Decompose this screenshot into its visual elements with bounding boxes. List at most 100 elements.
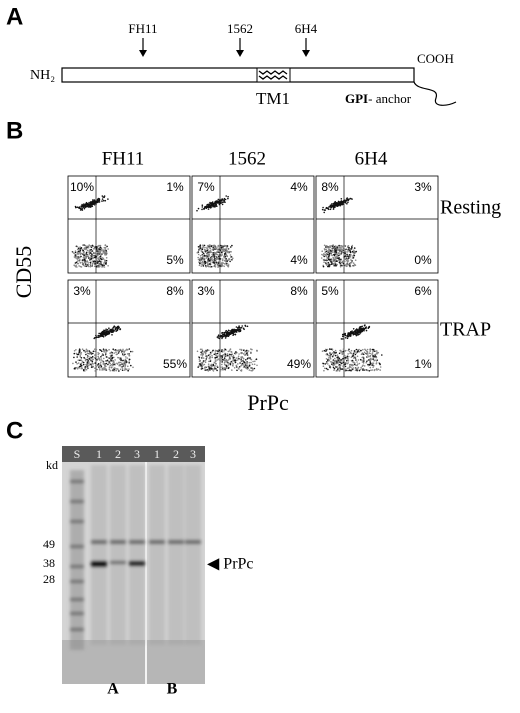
- event-dot: [119, 358, 121, 360]
- event-dot: [229, 250, 232, 253]
- event-dot: [321, 250, 324, 252]
- event-dot: [342, 350, 345, 353]
- event-dot: [207, 244, 209, 247]
- event-dot: [349, 197, 351, 200]
- event-dot: [218, 354, 220, 357]
- event-dot: [217, 246, 219, 248]
- event-dot: [248, 369, 251, 371]
- event-dot: [371, 364, 374, 366]
- event-dot: [91, 256, 94, 258]
- event-dot: [343, 265, 346, 268]
- event-dot: [366, 369, 369, 372]
- event-dot: [93, 337, 95, 340]
- event-dot: [371, 362, 374, 365]
- event-dot: [72, 251, 74, 254]
- event-dot: [341, 368, 344, 370]
- quadrant-percent: 49%: [287, 357, 311, 371]
- event-dot: [335, 264, 337, 267]
- event-dot: [226, 255, 229, 258]
- event-dot: [246, 352, 248, 355]
- event-dot: [95, 334, 97, 337]
- event-dot: [111, 354, 113, 357]
- event-dot: [90, 265, 93, 268]
- event-dot: [79, 253, 82, 256]
- event-dot: [128, 360, 130, 362]
- event-dot: [347, 332, 350, 334]
- event-dot: [241, 356, 244, 358]
- event-dot: [208, 246, 211, 249]
- event-dot: [89, 254, 92, 257]
- event-dot: [198, 264, 201, 267]
- event-dot: [219, 366, 222, 369]
- event-dot: [357, 333, 360, 336]
- event-dot: [348, 257, 351, 259]
- prpc-band: [91, 561, 107, 567]
- event-dot: [232, 332, 234, 334]
- event-dot: [95, 254, 98, 256]
- event-dot: [338, 370, 341, 372]
- event-dot: [219, 249, 222, 251]
- event-dot: [103, 332, 106, 335]
- event-dot: [323, 253, 325, 255]
- event-dot: [218, 203, 221, 206]
- gpi-anchor-line: [413, 81, 457, 106]
- event-dot: [206, 349, 209, 351]
- event-dot: [116, 353, 118, 356]
- event-dot: [95, 203, 97, 205]
- event-dot: [333, 264, 336, 267]
- event-dot: [222, 334, 225, 336]
- event-dot: [345, 198, 348, 200]
- event-dot: [126, 361, 128, 363]
- event-dot: [84, 358, 87, 361]
- event-dot: [223, 353, 225, 356]
- lane-smear: [185, 465, 201, 645]
- event-dot: [327, 248, 330, 250]
- event-dot: [95, 247, 98, 249]
- event-dot: [81, 259, 84, 261]
- event-dot: [330, 252, 333, 254]
- event-dot: [342, 262, 345, 265]
- event-dot: [337, 362, 339, 365]
- event-dot: [347, 335, 350, 338]
- event-dot: [253, 367, 256, 370]
- event-dot: [207, 260, 209, 263]
- event-dot: [98, 332, 100, 335]
- event-dot: [220, 350, 223, 353]
- event-dot: [103, 196, 105, 199]
- event-dot: [221, 358, 224, 361]
- event-dot: [92, 260, 95, 263]
- event-dot: [113, 356, 115, 359]
- event-dot: [248, 361, 251, 364]
- event-dot: [89, 259, 91, 261]
- event-dot: [82, 249, 84, 252]
- event-dot: [203, 260, 206, 263]
- event-dot: [245, 365, 248, 368]
- event-dot: [242, 358, 245, 360]
- event-dot: [201, 248, 204, 251]
- event-dot: [84, 359, 87, 362]
- event-dot: [231, 259, 233, 261]
- event-dot: [201, 355, 204, 357]
- event-dot: [215, 258, 217, 260]
- event-dot: [346, 248, 348, 251]
- event-dot: [370, 364, 373, 366]
- event-dot: [84, 370, 86, 372]
- event-dot: [220, 244, 222, 247]
- event-dot: [95, 336, 98, 338]
- event-dot: [235, 331, 237, 333]
- event-dot: [202, 252, 205, 255]
- event-dot: [342, 355, 345, 358]
- event-dot: [208, 263, 211, 265]
- event-dot: [201, 204, 204, 206]
- event-dot: [200, 249, 202, 251]
- event-dot: [247, 350, 250, 352]
- event-dot: [331, 254, 334, 257]
- event-dot: [212, 252, 215, 254]
- event-dot: [112, 369, 114, 371]
- event-dot: [327, 358, 329, 361]
- event-dot: [207, 370, 210, 372]
- event-dot: [369, 362, 372, 365]
- event-dot: [123, 369, 126, 371]
- event-dot: [81, 261, 84, 264]
- event-dot: [78, 207, 81, 209]
